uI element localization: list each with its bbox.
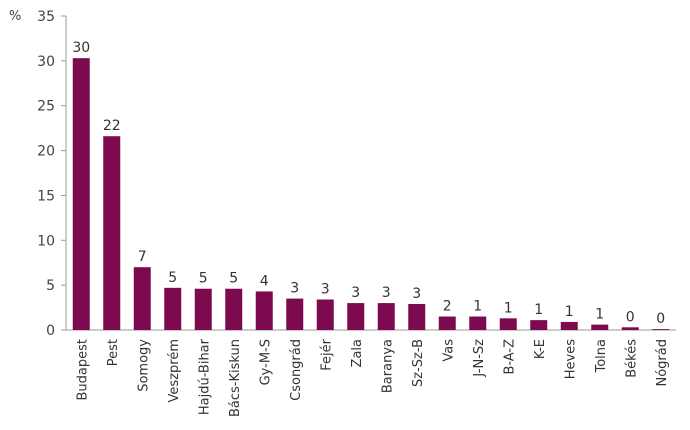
bar [347,303,365,330]
data-label: 1 [504,300,513,316]
category-labels-group: Budapest Pest Somogy Veszprém Hajdú-Bihar Bác… [75,338,670,417]
bar [652,329,670,330]
category-label: Zala [350,339,365,367]
y-tick-label: 25 [37,99,55,115]
data-label: 3 [290,281,299,297]
data-label: 30 [72,40,90,56]
category-label: Baranya [380,339,395,393]
data-label: 0 [656,311,665,327]
data-label: 1 [534,302,543,318]
category-label: K-E [533,339,548,359]
y-tick-label: 20 [37,144,55,160]
y-tick-label: 5 [46,278,55,294]
bar [530,320,548,330]
category-label: Veszprém [167,339,182,402]
category-label: B-A-Z [502,339,517,375]
category-label: Csongrád [289,339,304,401]
data-label: 5 [229,271,238,287]
category-label: J-N-Sz [472,339,487,378]
y-axis-unit-label: % [9,9,21,24]
data-label: 1 [565,304,574,320]
data-label: 1 [473,299,482,315]
category-label: Gy-M-S [258,339,273,385]
bar [560,321,578,330]
bar [194,288,212,330]
bar [499,318,517,330]
bar [255,291,273,330]
data-label: 1 [595,307,604,323]
data-label: 22 [103,118,121,134]
data-label: 3 [351,285,360,301]
category-label: Fejér [319,338,334,370]
bar [377,303,395,330]
y-tick-label: 0 [46,323,55,339]
category-label: Pest [106,339,121,366]
category-label: Vas [441,339,456,362]
bar [316,299,334,330]
y-tick-label: 35 [37,9,55,25]
data-label: 3 [412,286,421,302]
category-label: Somogy [136,339,151,392]
bar [225,288,243,330]
category-label: Nógrád [655,339,670,387]
category-label: Békés [624,339,639,378]
bar [72,58,90,331]
category-label: Bács-Kiskun [228,339,243,417]
bar [164,287,182,330]
data-label: 4 [260,273,269,289]
bar [591,324,609,330]
y-axis-ticks: 0 5 10 15 20 25 30 35 [37,9,66,339]
data-labels-group: 30 22 7 5 5 5 4 3 3 3 3 3 2 1 1 1 1 1 0 0 [72,40,665,327]
category-label: Hajdú-Bihar [197,338,212,415]
y-tick-label: 15 [37,188,55,204]
data-label: 7 [138,249,147,265]
y-tick-label: 10 [37,233,55,249]
bar [133,267,151,330]
data-label: 3 [321,281,330,297]
category-label: Heves [563,339,578,379]
bar [438,316,456,330]
bars-group [72,58,670,331]
category-label: Tolna [594,339,609,374]
bar [469,316,487,330]
data-label: 0 [626,309,635,325]
category-label: Sz-Sz-B [411,339,426,387]
bar [286,298,304,330]
data-label: 5 [199,271,208,287]
category-label: Budapest [75,339,90,401]
bar [103,136,121,330]
bar [621,327,639,330]
data-label: 5 [168,270,177,286]
data-label: 2 [443,299,452,315]
y-tick-label: 30 [37,54,55,70]
bar [408,303,426,330]
data-label: 3 [382,285,391,301]
